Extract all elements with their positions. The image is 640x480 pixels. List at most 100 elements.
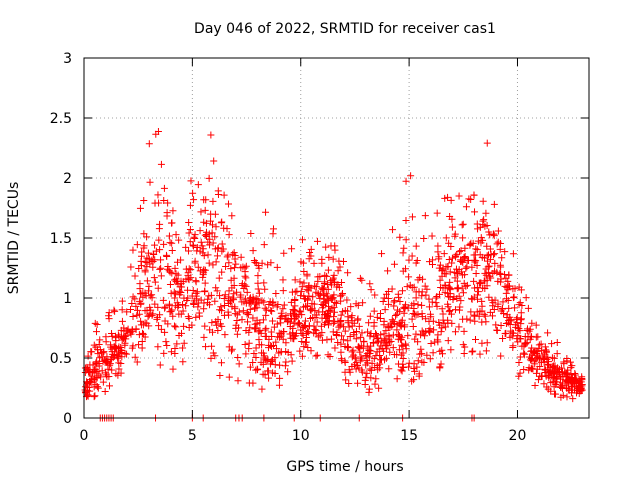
data-point xyxy=(305,292,313,300)
data-point xyxy=(382,354,390,362)
data-point xyxy=(467,196,475,204)
data-point xyxy=(247,229,255,237)
data-point xyxy=(370,307,378,315)
data-point xyxy=(214,326,222,334)
data-point xyxy=(483,257,491,265)
data-point xyxy=(550,383,558,391)
data-point xyxy=(399,267,407,275)
data-point xyxy=(216,320,224,328)
data-point xyxy=(165,232,173,240)
data-point xyxy=(165,267,173,275)
data-point xyxy=(264,367,272,375)
data-point xyxy=(324,321,332,329)
data-point xyxy=(390,260,398,268)
data-point xyxy=(509,294,517,302)
data-point xyxy=(194,303,202,311)
data-point xyxy=(118,349,126,357)
data-point xyxy=(485,272,493,280)
data-point xyxy=(157,160,165,168)
data-point xyxy=(515,372,523,380)
data-point xyxy=(497,263,505,271)
data-point xyxy=(410,376,418,384)
data-point xyxy=(463,315,471,323)
data-point xyxy=(505,271,513,279)
data-point xyxy=(276,361,284,369)
data-point xyxy=(124,325,132,333)
data-point xyxy=(245,379,253,387)
data-point xyxy=(298,236,306,244)
data-point xyxy=(470,191,478,199)
data-point xyxy=(417,331,425,339)
data-point xyxy=(207,131,215,139)
data-point xyxy=(421,332,429,340)
data-point xyxy=(265,341,273,349)
data-point xyxy=(534,333,542,341)
data-point xyxy=(243,288,251,296)
data-point xyxy=(441,281,449,289)
data-point xyxy=(300,343,308,351)
data-point xyxy=(151,241,159,249)
data-point xyxy=(201,322,209,330)
data-point xyxy=(272,338,280,346)
data-point xyxy=(373,348,381,356)
data-point xyxy=(372,330,380,337)
data-point xyxy=(494,227,502,235)
data-point xyxy=(436,261,444,269)
data-point xyxy=(280,301,288,309)
data-point xyxy=(434,338,442,346)
data-point xyxy=(486,231,494,239)
data-point xyxy=(284,368,292,376)
data-point xyxy=(503,313,511,321)
data-point xyxy=(395,293,403,301)
data-point xyxy=(162,251,170,259)
data-point xyxy=(157,325,165,333)
data-point xyxy=(518,342,526,350)
data-point xyxy=(563,355,571,363)
data-point xyxy=(145,140,153,148)
data-point xyxy=(438,324,446,332)
x-tick-label: 20 xyxy=(509,428,527,444)
data-point xyxy=(516,353,524,361)
data-point xyxy=(318,336,326,344)
data-point xyxy=(432,299,440,307)
data-point xyxy=(166,308,174,316)
data-point xyxy=(191,259,199,267)
data-point xyxy=(345,366,353,374)
data-point xyxy=(494,238,502,246)
data-point xyxy=(512,315,520,323)
data-point xyxy=(426,355,434,363)
data-point xyxy=(504,277,512,285)
data-point xyxy=(341,368,349,376)
data-point xyxy=(93,358,101,366)
data-point xyxy=(261,333,269,341)
data-point xyxy=(462,203,470,211)
data-point xyxy=(466,316,474,324)
data-point xyxy=(94,346,102,354)
data-point xyxy=(221,291,229,299)
data-point xyxy=(446,278,454,286)
data-point xyxy=(251,304,259,312)
data-point xyxy=(262,324,270,332)
data-point xyxy=(246,324,254,332)
data-point xyxy=(259,370,267,378)
data-point xyxy=(163,341,171,349)
data-point xyxy=(304,287,312,295)
data-point xyxy=(418,301,426,309)
data-point xyxy=(514,332,522,340)
data-point xyxy=(242,282,250,290)
data-point xyxy=(189,242,197,250)
data-point xyxy=(557,373,565,381)
data-point xyxy=(548,340,556,348)
data-point xyxy=(482,209,490,217)
data-point xyxy=(201,279,209,287)
data-point xyxy=(171,302,179,310)
data-point xyxy=(380,339,388,347)
data-point xyxy=(479,197,487,205)
data-point xyxy=(558,381,566,389)
data-point xyxy=(453,270,461,278)
data-point xyxy=(372,375,380,383)
data-point xyxy=(476,280,484,288)
data-point xyxy=(220,191,228,199)
data-point xyxy=(200,333,208,341)
data-point xyxy=(90,341,98,349)
